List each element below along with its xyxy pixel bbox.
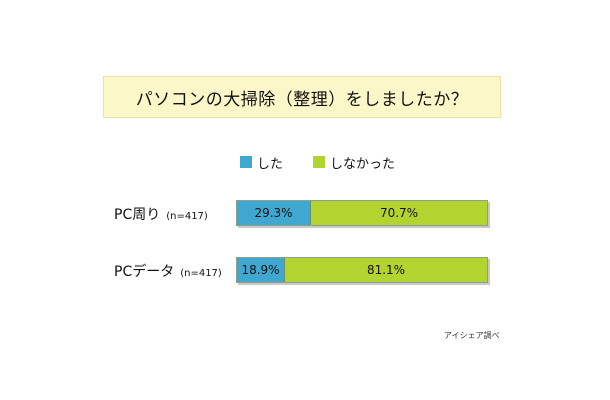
bar-segment-did: 29.3% xyxy=(237,201,310,225)
sample-size-label: (n=417) xyxy=(180,268,222,279)
bar-row-pc-surroundings: 29.3% 70.7% xyxy=(236,200,488,226)
category-label: PCデータ xyxy=(114,264,175,280)
legend-swatch-did-not xyxy=(313,156,326,168)
row-label-pc-data: PCデータ (n=417) xyxy=(114,261,222,281)
legend-item-did: した xyxy=(240,153,283,172)
chart-title-box: パソコンの大掃除（整理）をしましたか？ xyxy=(103,76,501,118)
chart-title: パソコンの大掃除（整理）をしましたか？ xyxy=(135,89,469,110)
row-label-pc-surroundings: PC周り (n=417) xyxy=(114,204,208,224)
bar-segment-did: 18.9% xyxy=(237,258,284,282)
legend-label-did-not: しなかった xyxy=(330,156,396,172)
sample-size-label: (n=417) xyxy=(166,211,208,222)
legend: した しなかった xyxy=(240,153,425,172)
data-label-did: 18.9% xyxy=(241,263,280,277)
bar-segment-did-not: 70.7% xyxy=(310,201,487,225)
bar-segment-did-not: 81.1% xyxy=(284,258,487,282)
legend-swatch-did xyxy=(240,156,252,168)
legend-item-did-not: しなかった xyxy=(313,153,395,172)
data-label-did-not: 81.1% xyxy=(366,263,406,277)
data-label-did-not: 70.7% xyxy=(379,206,419,220)
bar-row-pc-data: 18.9% 81.1% xyxy=(236,257,488,283)
data-label-did: 29.3% xyxy=(254,206,293,220)
legend-label-did: した xyxy=(257,156,284,172)
source-note: アイシェア調べ xyxy=(444,331,500,340)
category-label: PC周り xyxy=(114,207,161,223)
